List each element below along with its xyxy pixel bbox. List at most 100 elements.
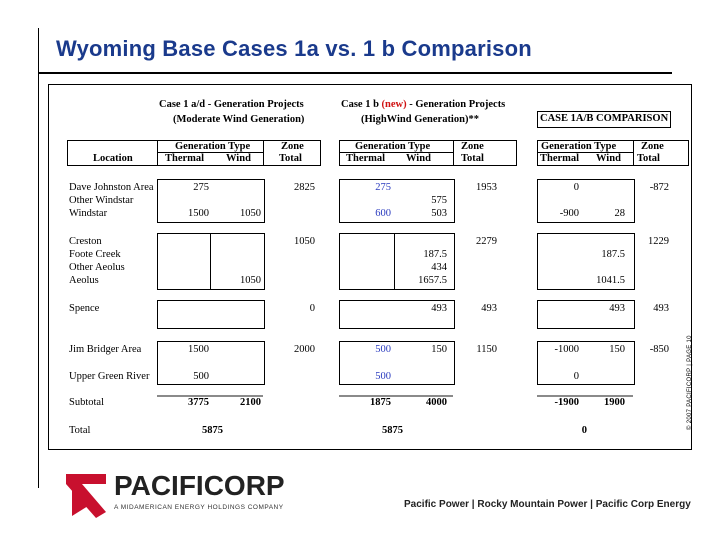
pacificorp-logo: PACIFICORP A MIDAMERICAN ENERGY HOLDINGS… <box>60 464 320 524</box>
c-windstar-wind: 28 <box>614 208 626 219</box>
row-label-aeolus: Aeolus <box>69 275 99 286</box>
subtotal-rule <box>339 395 453 397</box>
comparison-colhead <box>537 140 689 166</box>
comparison-total: Total <box>637 153 660 164</box>
logo-mark-icon <box>66 474 106 518</box>
case1a-box-2 <box>157 233 265 290</box>
logo-tagline: A MIDAMERICAN ENERGY HOLDINGS COMPANY <box>114 504 284 511</box>
row-label-spence: Spence <box>69 303 100 314</box>
comparison-wind: Wind <box>596 153 621 164</box>
location-header: Location <box>93 153 133 164</box>
colhead-divider <box>263 140 264 165</box>
a-jim-thermal: 1500 <box>188 344 209 355</box>
c-creston-total: 1229 <box>648 236 669 247</box>
comparison-box-2 <box>537 233 635 290</box>
colhead-divider <box>537 152 633 153</box>
box-divider <box>394 233 395 289</box>
row-label-dave: Dave Johnston Area <box>69 182 154 193</box>
comparison-thermal: Thermal <box>540 153 580 164</box>
case1a-box-3 <box>157 300 265 329</box>
comparison-zone: Zone <box>641 141 664 152</box>
box-divider <box>210 233 211 289</box>
a-windstar-wind: 1050 <box>240 208 261 219</box>
comparison-box-4 <box>537 341 635 385</box>
row-label-foote: Foote Creek <box>69 249 121 260</box>
row-label-creston: Creston <box>69 236 102 247</box>
case1a-box-4 <box>157 341 265 385</box>
case1b-thermal: Thermal <box>346 153 386 164</box>
row-label-total: Total <box>69 425 91 436</box>
a-subtotal-wind: 2100 <box>240 397 261 408</box>
c-spence-wind: 493 <box>609 303 625 314</box>
b-spence-total: 493 <box>481 303 497 314</box>
case1a-box-1 <box>157 179 265 223</box>
subtotal-rule <box>537 395 633 397</box>
case1a-colhead <box>67 140 321 166</box>
case1b-box-1 <box>339 179 455 223</box>
c-total: 0 <box>581 425 587 436</box>
left-rule <box>38 28 39 488</box>
a-total: 5875 <box>202 425 223 436</box>
case1b-colhead <box>339 140 517 166</box>
b-windstar-thermal: 600 <box>375 208 391 219</box>
a-ugr-thermal: 500 <box>193 371 209 382</box>
b-windstar-wind: 503 <box>431 208 447 219</box>
comparison-gentype: Generation Type <box>541 141 617 152</box>
case1a-wind: Wind <box>226 153 251 164</box>
a-creston-total: 1050 <box>294 236 315 247</box>
comparison-table: Case 1 a/d - Generation Projects (Modera… <box>48 84 692 450</box>
case1b-wind: Wind <box>406 153 431 164</box>
c-jim-wind: 150 <box>609 344 625 355</box>
case1a-gentype: Generation Type <box>175 141 251 152</box>
b-jim-thermal: 500 <box>375 344 391 355</box>
b-other-windstar-wind: 575 <box>431 195 447 206</box>
b-jim-wind: 150 <box>431 344 447 355</box>
colhead-divider <box>157 152 263 153</box>
c-ugr-thermal: 0 <box>573 371 579 382</box>
slide-title: Wyoming Base Cases 1a vs. 1 b Comparison <box>56 36 532 61</box>
row-label-jim: Jim Bridger Area <box>69 344 142 355</box>
case1b-subheader: (HighWind Generation)** <box>361 114 479 125</box>
b-jim-total: 1150 <box>476 344 497 355</box>
b-dave-thermal: 275 <box>375 182 391 193</box>
a-spence-total: 0 <box>309 303 315 314</box>
colhead-divider <box>453 140 454 165</box>
c-subtotal-wind: 1900 <box>604 397 625 408</box>
case1b-total: Total <box>461 153 484 164</box>
case1b-gentype: Generation Type <box>355 141 431 152</box>
b-total: 5875 <box>382 425 403 436</box>
comparison-box-1 <box>537 179 635 223</box>
case1b-zone: Zone <box>461 141 484 152</box>
copyright-notice: © 2007 PACIFICORP | PAGE 10 <box>687 335 693 430</box>
a-dave-thermal: 275 <box>193 182 209 193</box>
c-dave-total: -872 <box>649 182 669 193</box>
b-foote-wind: 187.5 <box>423 249 447 260</box>
case1a-zone: Zone <box>281 141 304 152</box>
b-subtotal-wind: 4000 <box>426 397 447 408</box>
colhead-divider <box>339 152 453 153</box>
case1b-box-4 <box>339 341 455 385</box>
row-label-subtotal: Subtotal <box>69 397 105 408</box>
case1b-prefix: Case 1 b <box>341 99 382 110</box>
b-subtotal-thermal: 1875 <box>370 397 391 408</box>
case1a-thermal: Thermal <box>165 153 205 164</box>
case1b-box-3 <box>339 300 455 329</box>
c-jim-thermal: -1000 <box>554 344 580 355</box>
c-foote-wind: 187.5 <box>601 249 625 260</box>
a-windstar-thermal: 1500 <box>188 208 209 219</box>
a-aeolus-wind: 1050 <box>240 275 261 286</box>
c-jim-total: -850 <box>649 344 669 355</box>
a-subtotal-thermal: 3775 <box>188 397 209 408</box>
c-subtotal-thermal: -1900 <box>554 397 580 408</box>
c-windstar-thermal: -900 <box>559 208 579 219</box>
a-jim-total: 2000 <box>294 344 315 355</box>
comparison-header: CASE 1A/B COMPARISON <box>540 113 669 124</box>
a-dave-total: 2825 <box>294 182 315 193</box>
brand-list: Pacific Power | Rocky Mountain Power | P… <box>404 499 691 510</box>
row-label-other-windstar: Other Windstar <box>69 195 134 206</box>
case1b-suffix: - Generation Projects <box>406 99 506 110</box>
b-dave-total: 1953 <box>476 182 497 193</box>
b-ugr-thermal: 500 <box>375 371 391 382</box>
subtotal-rule <box>157 395 263 397</box>
row-label-other-aeolus: Other Aeolus <box>69 262 125 273</box>
